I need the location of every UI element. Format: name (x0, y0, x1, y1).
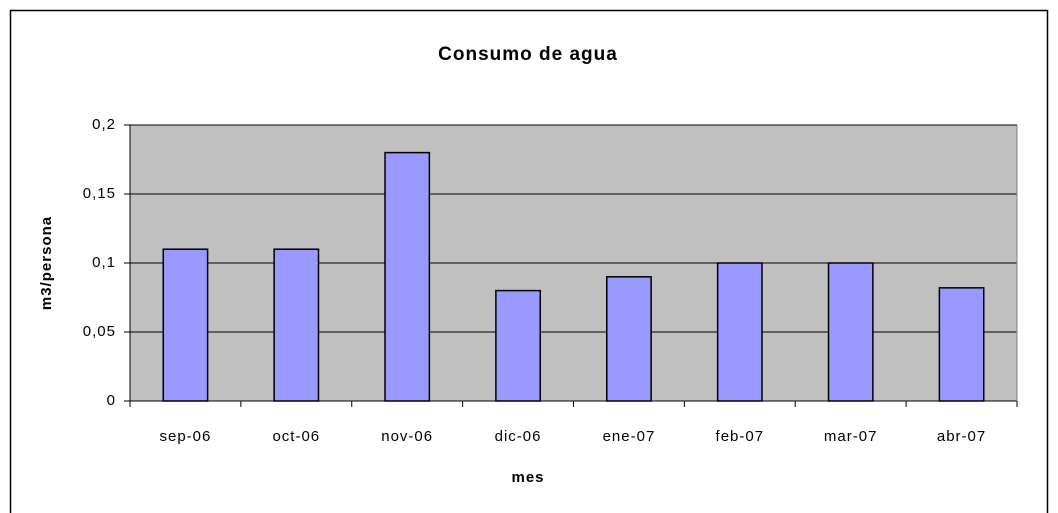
x-tick-label: sep-06 (160, 428, 212, 445)
bar (827, 262, 874, 402)
bar (273, 248, 320, 402)
y-tick-label: 0 (107, 392, 116, 409)
bar (938, 287, 985, 402)
x-axis-label: mes (511, 469, 544, 486)
x-tick-label: nov-06 (381, 428, 433, 445)
bar (606, 276, 652, 402)
x-tick-label: mar-07 (824, 428, 878, 445)
y-tick-label: 0,1 (92, 254, 116, 271)
y-tick-label: 0,2 (92, 116, 116, 133)
bar (495, 289, 541, 402)
x-tick-label: feb-07 (716, 428, 765, 445)
x-tick-label: oct-06 (272, 428, 320, 445)
y-tick-label: 0,05 (83, 323, 116, 340)
chart-title: Consumo de agua (438, 44, 618, 65)
x-tick-label: abr-07 (937, 428, 986, 445)
bar (716, 262, 763, 402)
bar (162, 248, 209, 402)
bar (384, 151, 431, 402)
y-tick-label: 0,15 (83, 185, 116, 202)
x-tick-label: ene-07 (603, 428, 656, 445)
y-axis-label: m3/persona (38, 216, 55, 310)
x-tick-label: dic-06 (495, 428, 542, 445)
